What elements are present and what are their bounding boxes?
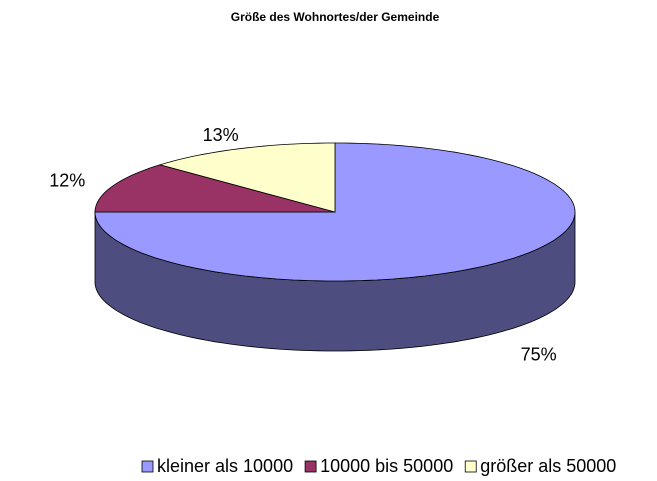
pie-slice: [158, 142, 336, 213]
chart-title: Größe des Wohnortes/der Gemeinde: [231, 10, 440, 24]
pie-slice: [94, 164, 336, 213]
legend-swatch: [304, 460, 317, 473]
legend: kleiner als 10000 10000 bis 50000 größer a…: [141, 456, 616, 476]
legend-swatch: [464, 460, 477, 473]
data-label: 75%: [521, 344, 557, 364]
legend-swatch: [141, 460, 154, 473]
pie: 75% 12% 13%: [49, 125, 576, 364]
legend-label: größer als 50000: [480, 456, 616, 476]
data-label: 12%: [49, 170, 85, 190]
legend-label: kleiner als 10000: [157, 456, 293, 476]
legend-label: 10000 bis 50000: [320, 456, 453, 476]
data-label: 13%: [203, 125, 239, 145]
